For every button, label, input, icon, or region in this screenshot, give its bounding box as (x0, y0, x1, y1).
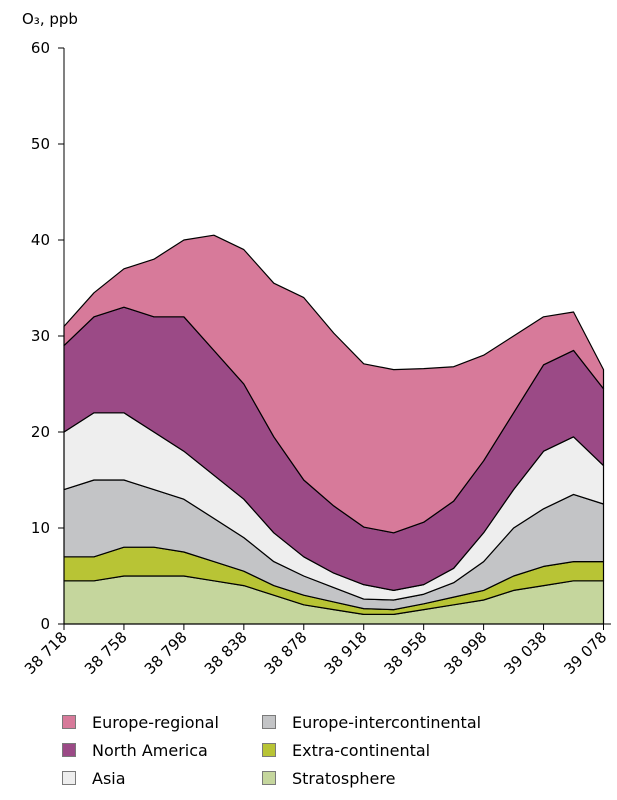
legend-label: Asia (92, 768, 126, 788)
y-tick-label: 0 (40, 615, 50, 633)
x-tick-label: 38 758 (81, 628, 131, 678)
y-tick-label: 20 (31, 423, 50, 441)
y-tick-label: 50 (31, 135, 50, 153)
legend-label: Europe-intercontinental (292, 712, 482, 732)
x-tick-label: 38 838 (201, 628, 251, 678)
y-tick-label: 60 (31, 39, 50, 57)
plot-area (63, 234, 605, 625)
area-europe-regional (63, 234, 605, 534)
y-tick-label: 30 (31, 327, 50, 345)
legend-label: North America (92, 740, 208, 760)
x-tick-label: 38 918 (321, 628, 371, 678)
y-tick-label: 40 (31, 231, 50, 249)
legend-item-extra-continental: Extra-continental (262, 740, 430, 760)
legend-item-north-america: North America (62, 740, 208, 760)
legend-item-asia: Asia (62, 768, 126, 788)
x-tick-label: 39 038 (501, 628, 551, 678)
legend-item-europe-intercontinental: Europe-intercontinental (262, 712, 481, 732)
x-tick-label: 38 878 (261, 628, 311, 678)
x-tick-label: 38 718 (21, 628, 71, 678)
legend-swatch-europe-intercontinental (262, 715, 276, 729)
legend: Europe-regional Europe-intercontinental … (62, 712, 602, 792)
y-tick-label: 10 (31, 519, 50, 537)
legend-label: Extra-continental (292, 740, 431, 760)
legend-swatch-stratosphere (262, 771, 276, 785)
legend-swatch-extra-continental (262, 743, 276, 757)
x-tick-label: 38 798 (141, 628, 191, 678)
x-tick-label: 39 078 (560, 628, 610, 678)
legend-item-stratosphere: Stratosphere (262, 768, 395, 788)
x-tick-label: 38 998 (441, 628, 491, 678)
legend-swatch-asia (62, 771, 76, 785)
x-tick-label: 38 958 (381, 628, 431, 678)
y-axis-label: O₃, ppb (22, 10, 78, 28)
legend-swatch-north-america (62, 743, 76, 757)
legend-label: Stratosphere (292, 768, 396, 788)
legend-item-europe-regional: Europe-regional (62, 712, 219, 732)
legend-swatch-europe-regional (62, 715, 76, 729)
legend-label: Europe-regional (92, 712, 219, 732)
